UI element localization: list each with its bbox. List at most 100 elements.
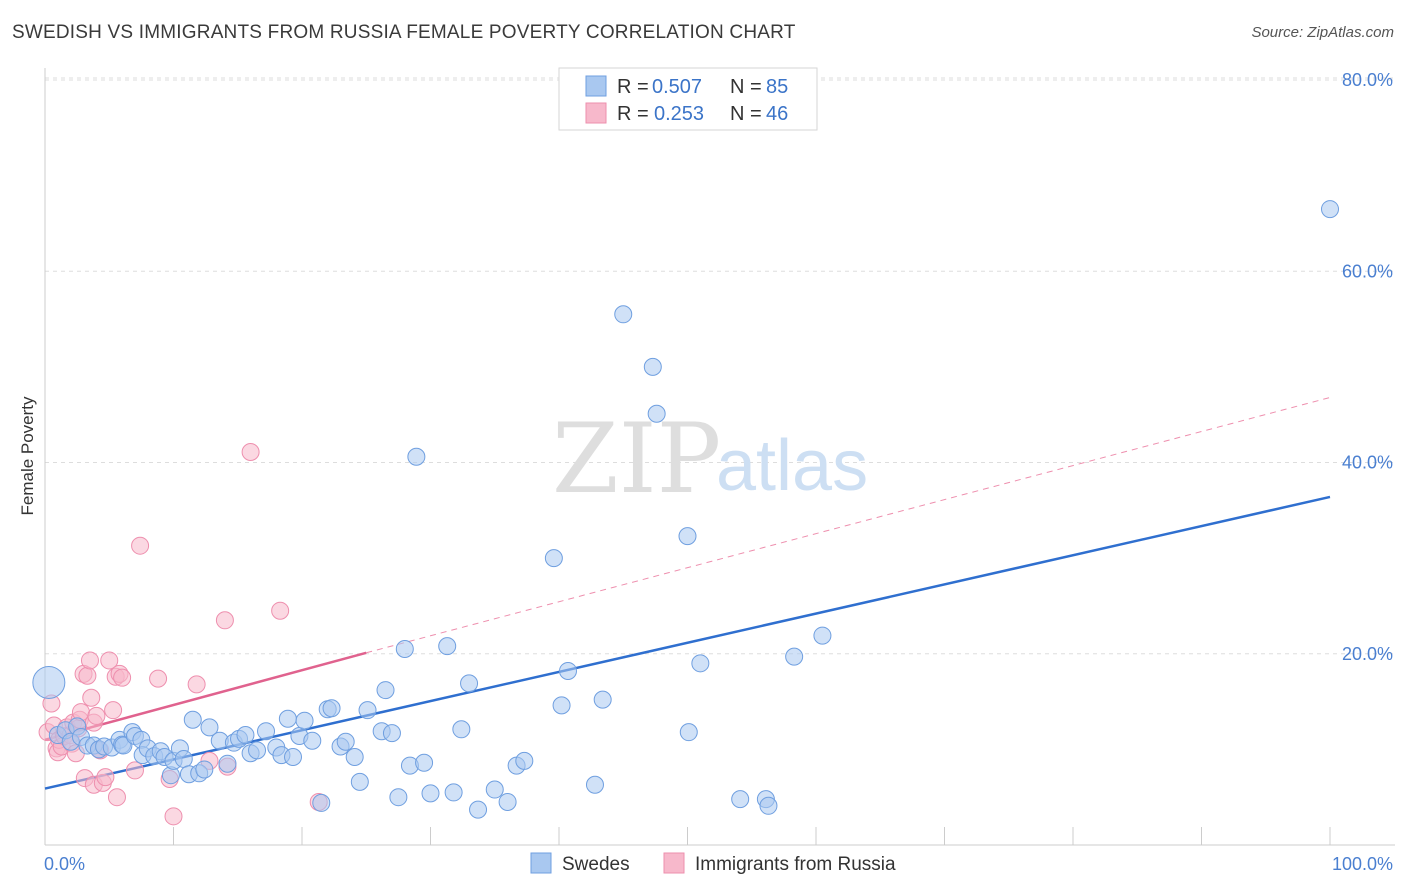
legend-r-label-1: R = xyxy=(617,76,649,98)
legend-r-label-2: R = xyxy=(617,103,649,125)
russia-point-36 xyxy=(149,669,168,688)
russia-point-33 xyxy=(113,668,132,687)
swedes-point-61 xyxy=(415,753,434,772)
russia-point-31 xyxy=(107,788,126,807)
swedes-point-58 xyxy=(395,639,414,658)
russia-point-38 xyxy=(164,807,183,826)
russia-point-18 xyxy=(78,666,97,685)
bottom-legend-swatch-russia xyxy=(663,852,685,874)
swedes-point-83 xyxy=(731,790,750,809)
swedes-point-73 xyxy=(552,696,571,715)
legend-swatch-swedes xyxy=(585,75,607,97)
swedes-point-27 xyxy=(183,710,202,729)
legend-r-value-2: 0.253 xyxy=(654,103,704,125)
russia-point-27 xyxy=(96,768,115,787)
bottom-legend-label-russia: Immigrants from Russia xyxy=(695,854,896,875)
legend-n-label-1: N = xyxy=(730,76,762,98)
swedes-points xyxy=(32,200,1339,819)
swedes-point-74 xyxy=(558,661,577,680)
russia-point-44 xyxy=(271,601,290,620)
bottom-legend-label-swedes: Swedes xyxy=(562,854,630,875)
swedes-point-30 xyxy=(200,718,219,737)
swedes-point-53 xyxy=(358,701,377,720)
swedes-point-50 xyxy=(336,732,355,751)
russia-point-19 xyxy=(80,651,99,670)
russia-point-20 xyxy=(82,688,101,707)
russia-point-43 xyxy=(241,442,260,461)
russia-trend-line-extended xyxy=(366,396,1331,654)
swedes-point-71 xyxy=(515,751,534,770)
swedes-point-82 xyxy=(691,654,710,673)
swedes-point-88 xyxy=(1321,200,1339,219)
swedes-point-79 xyxy=(647,404,666,423)
swedes-point-38 xyxy=(257,722,276,741)
y-tick-label-0: 20.0% xyxy=(1342,644,1393,664)
russia-point-35 xyxy=(131,536,150,555)
swedes-point-77 xyxy=(614,305,633,324)
swedes-point-87 xyxy=(813,626,832,645)
legend-n-value-2: 46 xyxy=(766,103,788,125)
russia-point-29 xyxy=(104,701,123,720)
swedes-point-80 xyxy=(678,527,697,546)
source-label: Source: ZipAtlas.com xyxy=(1251,24,1394,41)
x-tick-label-0: 0.0% xyxy=(44,854,85,874)
swedes-point-62 xyxy=(421,784,440,803)
watermark: ZIP atlas xyxy=(552,403,868,515)
watermark-zip: ZIP xyxy=(552,403,721,515)
y-axis-label: Female Poverty xyxy=(18,396,37,516)
swedes-point-13 xyxy=(114,736,133,755)
swedes-point-85 xyxy=(759,796,778,815)
swedes-point-67 xyxy=(469,800,488,819)
swedes-point-72 xyxy=(544,549,563,568)
grid-lines xyxy=(45,77,1395,655)
swedes-point-42 xyxy=(284,748,303,767)
swedes-point-64 xyxy=(444,783,463,802)
swedes-point-68 xyxy=(485,780,504,799)
chart-title: SWEDISH VS IMMIGRANTS FROM RUSSIA FEMALE… xyxy=(12,22,796,43)
swedes-point-44 xyxy=(295,711,314,730)
legend-n-label-2: N = xyxy=(730,103,762,125)
swedes-point-57 xyxy=(389,788,408,807)
swedes-point-45 xyxy=(303,731,322,750)
swedes-point-86 xyxy=(785,647,804,666)
y-tick-label-3: 80.0% xyxy=(1342,70,1393,90)
swedes-point-55 xyxy=(376,681,395,700)
swedes-point-25 xyxy=(174,749,193,768)
swedes-point-81 xyxy=(679,723,698,742)
watermark-atlas: atlas xyxy=(716,426,868,506)
y-tick-label-2: 60.0% xyxy=(1342,261,1393,281)
legend-swatch-russia xyxy=(585,102,607,124)
russia-point-34 xyxy=(125,761,144,780)
russia-point-23 xyxy=(87,706,106,725)
y-tick-label-1: 40.0% xyxy=(1342,453,1393,473)
swedes-point-48 xyxy=(322,699,341,718)
russia-points xyxy=(38,442,328,826)
russia-point-28 xyxy=(100,651,119,670)
swedes-point-51 xyxy=(345,748,364,767)
swedes-point-52 xyxy=(350,772,369,791)
swedes-trend-line xyxy=(44,495,1331,790)
bottom-legend-swatch-swedes xyxy=(530,852,552,874)
swedes-point-76 xyxy=(593,690,612,709)
swedes-point-78 xyxy=(643,357,662,376)
axes xyxy=(44,68,1395,846)
swedes-point-60 xyxy=(407,447,426,466)
swedes-point-75 xyxy=(585,775,604,794)
swedes-point-29 xyxy=(195,760,214,779)
swedes-point-46 xyxy=(312,793,331,812)
swedes-point-65 xyxy=(452,720,471,739)
top-legend: R = 0.507 N = 85 R = 0.253 N = 46 xyxy=(558,67,818,131)
swedes-point-37 xyxy=(248,741,267,760)
legend-r-value-1: 0.507 xyxy=(652,76,702,98)
bottom-legend: Swedes Immigrants from Russia xyxy=(530,852,896,875)
tick-labels: 20.0% 40.0% 60.0% 80.0% 0.0% 100.0% xyxy=(44,70,1393,874)
swedes-point-66 xyxy=(460,674,479,693)
swedes-point-32 xyxy=(218,754,237,773)
swedes-point-41 xyxy=(278,709,297,728)
swedes-point-56 xyxy=(382,724,401,743)
legend-n-value-1: 85 xyxy=(766,76,788,98)
x-tick-label-1: 100.0% xyxy=(1332,854,1393,874)
swedes-point-0 xyxy=(32,665,66,699)
swedes-point-63 xyxy=(438,637,457,656)
